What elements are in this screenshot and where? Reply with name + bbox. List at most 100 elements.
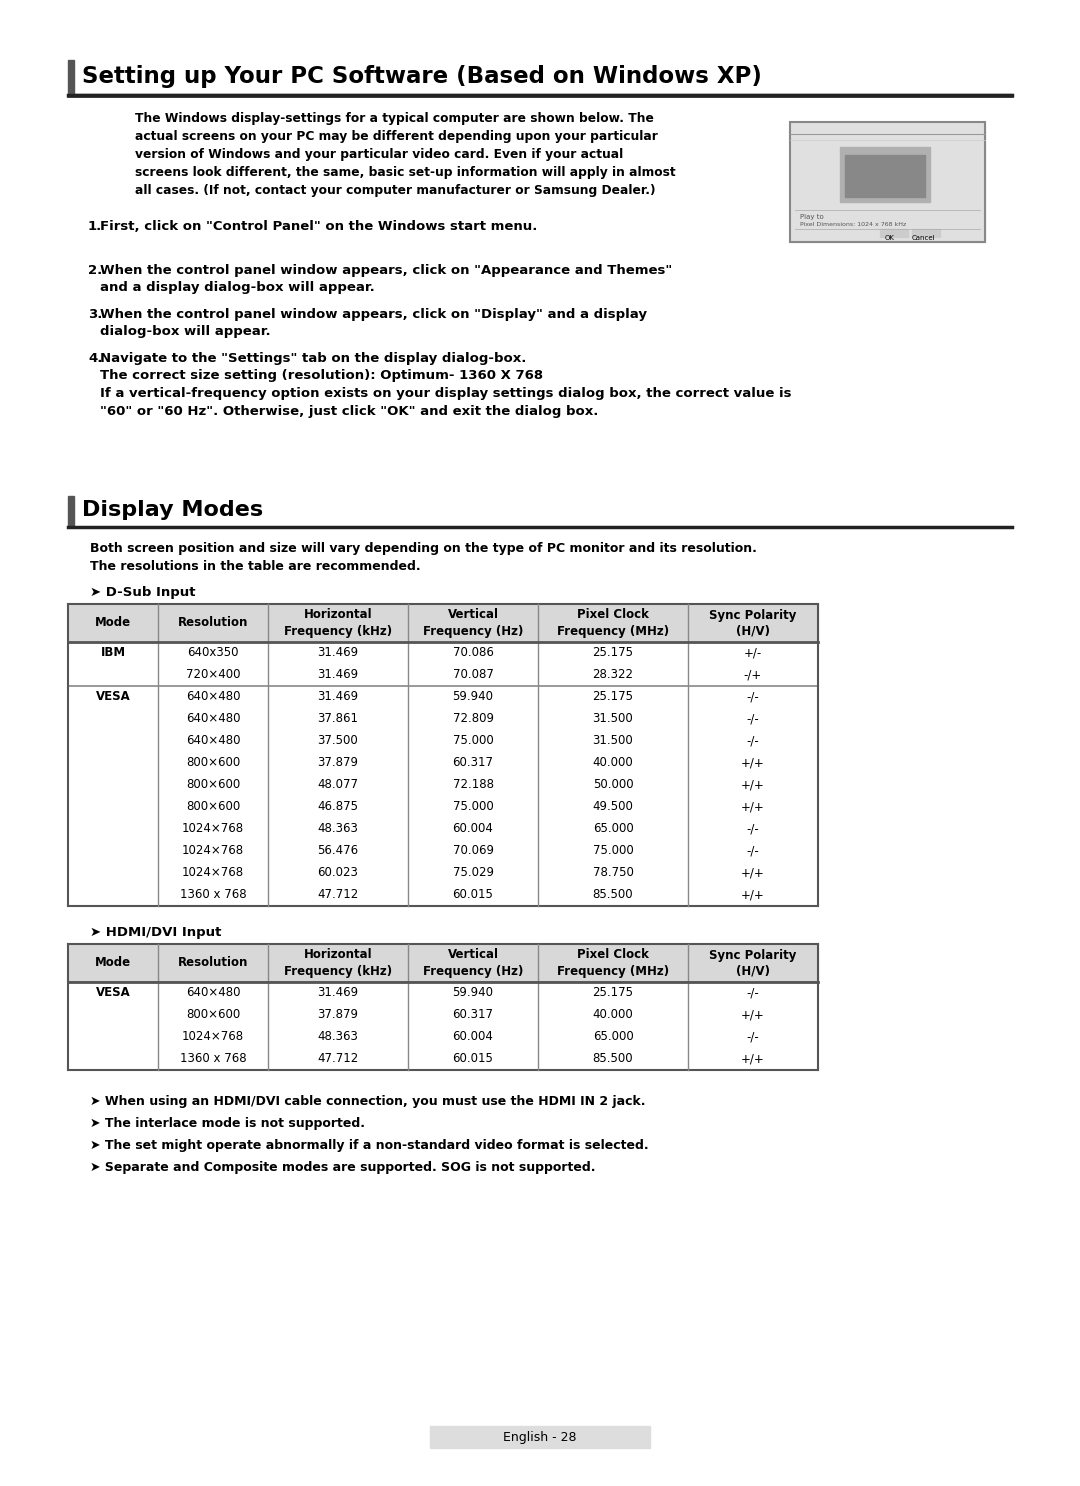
- Text: Sync Polarity
(H/V): Sync Polarity (H/V): [710, 608, 797, 637]
- Text: 75.000: 75.000: [593, 844, 633, 857]
- Text: Resolution: Resolution: [178, 617, 248, 630]
- Text: Pixel Dimensions: 1024 x 768 kHz: Pixel Dimensions: 1024 x 768 kHz: [800, 221, 906, 227]
- Bar: [840, 147, 930, 202]
- Text: ➤ The set might operate abnormally if a non-standard video format is selected.: ➤ The set might operate abnormally if a …: [90, 1138, 649, 1152]
- Text: 800×600: 800×600: [186, 1009, 240, 1021]
- Text: Setting up Your PC Software (Based on Windows XP): Setting up Your PC Software (Based on Wi…: [82, 65, 761, 88]
- Text: 70.087: 70.087: [453, 669, 494, 682]
- Text: 40.000: 40.000: [593, 1009, 633, 1021]
- Text: 47.712: 47.712: [318, 889, 359, 902]
- Text: 75.029: 75.029: [453, 866, 494, 880]
- Text: -/-: -/-: [746, 987, 759, 1000]
- Text: +/+: +/+: [741, 801, 765, 813]
- Text: IBM: IBM: [100, 646, 125, 660]
- Bar: [68, 603, 818, 642]
- Text: The Windows display-settings for a typical computer are shown below. The
actual : The Windows display-settings for a typic…: [135, 111, 676, 198]
- Text: 640×480: 640×480: [186, 734, 240, 747]
- Text: 46.875: 46.875: [318, 801, 359, 813]
- Text: 640×480: 640×480: [186, 712, 240, 725]
- Bar: [68, 982, 818, 1070]
- Text: 31.469: 31.469: [318, 987, 359, 1000]
- Text: -/-: -/-: [746, 844, 759, 857]
- Text: Navigate to the "Settings" tab on the display dialog-box.
The correct size setti: Navigate to the "Settings" tab on the di…: [100, 352, 792, 418]
- Text: 60.004: 60.004: [453, 1030, 494, 1043]
- Text: 800×600: 800×600: [186, 801, 240, 813]
- Text: 37.861: 37.861: [318, 712, 359, 725]
- Text: -/+: -/+: [744, 669, 762, 682]
- Bar: [430, 1427, 650, 1447]
- Text: 31.469: 31.469: [318, 691, 359, 703]
- Text: +/+: +/+: [741, 779, 765, 792]
- Text: +/+: +/+: [741, 889, 765, 902]
- Text: 25.175: 25.175: [593, 987, 634, 1000]
- Text: Both screen position and size will vary depending on the type of PC monitor and : Both screen position and size will vary …: [90, 542, 757, 574]
- Text: 1024×768: 1024×768: [181, 822, 244, 835]
- Text: 1024×768: 1024×768: [181, 1030, 244, 1043]
- Text: VESA: VESA: [96, 691, 131, 703]
- Text: 25.175: 25.175: [593, 646, 634, 660]
- Text: 60.317: 60.317: [453, 1009, 494, 1021]
- Text: OK: OK: [886, 235, 895, 241]
- Bar: [845, 155, 924, 198]
- Bar: [68, 642, 818, 687]
- Text: 85.500: 85.500: [593, 1052, 633, 1065]
- Text: 720×400: 720×400: [186, 669, 240, 682]
- Text: -/-: -/-: [746, 822, 759, 835]
- Text: 75.000: 75.000: [453, 801, 494, 813]
- Text: 59.940: 59.940: [453, 987, 494, 1000]
- Text: ➤ When using an HDMI/DVI cable connection, you must use the HDMI IN 2 jack.: ➤ When using an HDMI/DVI cable connectio…: [90, 1095, 646, 1109]
- Text: Vertical
Frequency (Hz): Vertical Frequency (Hz): [422, 608, 523, 637]
- Text: +/+: +/+: [741, 1009, 765, 1021]
- Bar: [880, 229, 908, 236]
- Bar: [789, 122, 985, 242]
- Text: 48.363: 48.363: [318, 1030, 359, 1043]
- Text: Display Modes: Display Modes: [82, 499, 264, 520]
- Bar: [68, 496, 75, 526]
- Text: 60.004: 60.004: [453, 822, 494, 835]
- Text: 1.: 1.: [87, 220, 103, 233]
- Text: 85.500: 85.500: [593, 889, 633, 902]
- Text: -/-: -/-: [746, 712, 759, 725]
- Text: ➤ D-Sub Input: ➤ D-Sub Input: [90, 585, 195, 599]
- Text: Mode: Mode: [95, 957, 131, 969]
- Text: Horizontal
Frequency (kHz): Horizontal Frequency (kHz): [284, 608, 392, 637]
- Text: 1024×768: 1024×768: [181, 844, 244, 857]
- Text: Horizontal
Frequency (kHz): Horizontal Frequency (kHz): [284, 948, 392, 978]
- Text: 48.363: 48.363: [318, 822, 359, 835]
- Text: 70.069: 70.069: [453, 844, 494, 857]
- Text: Play to: Play to: [800, 214, 824, 220]
- Text: 72.188: 72.188: [453, 779, 494, 792]
- Text: -/-: -/-: [746, 1030, 759, 1043]
- Text: 60.015: 60.015: [453, 889, 494, 902]
- Text: 3.: 3.: [87, 308, 103, 321]
- Text: First, click on "Control Panel" on the Windows start menu.: First, click on "Control Panel" on the W…: [100, 220, 538, 233]
- Text: 70.086: 70.086: [453, 646, 494, 660]
- Text: 640x350: 640x350: [187, 646, 239, 660]
- Bar: [912, 229, 940, 236]
- Text: When the control panel window appears, click on "Display" and a display
dialog-b: When the control panel window appears, c…: [100, 308, 647, 339]
- Text: Resolution: Resolution: [178, 957, 248, 969]
- Text: Mode: Mode: [95, 617, 131, 630]
- Text: 2.: 2.: [87, 265, 103, 276]
- Text: 37.879: 37.879: [318, 756, 359, 770]
- Text: 1024×768: 1024×768: [181, 866, 244, 880]
- Text: 37.879: 37.879: [318, 1009, 359, 1021]
- Text: VESA: VESA: [96, 987, 131, 1000]
- Text: 49.500: 49.500: [593, 801, 634, 813]
- Text: 640×480: 640×480: [186, 987, 240, 1000]
- Text: ➤ The interlace mode is not supported.: ➤ The interlace mode is not supported.: [90, 1117, 365, 1129]
- Text: +/-: +/-: [744, 646, 762, 660]
- Text: 37.500: 37.500: [318, 734, 359, 747]
- Bar: [68, 59, 75, 94]
- Text: +/+: +/+: [741, 756, 765, 770]
- Bar: [68, 687, 818, 906]
- Text: 25.175: 25.175: [593, 691, 634, 703]
- Text: 75.000: 75.000: [453, 734, 494, 747]
- Text: 60.317: 60.317: [453, 756, 494, 770]
- Text: 4.: 4.: [87, 352, 103, 366]
- Text: 48.077: 48.077: [318, 779, 359, 792]
- Text: 1360 x 768: 1360 x 768: [179, 1052, 246, 1065]
- Text: 31.469: 31.469: [318, 646, 359, 660]
- Text: 78.750: 78.750: [593, 866, 634, 880]
- Text: 31.500: 31.500: [593, 712, 633, 725]
